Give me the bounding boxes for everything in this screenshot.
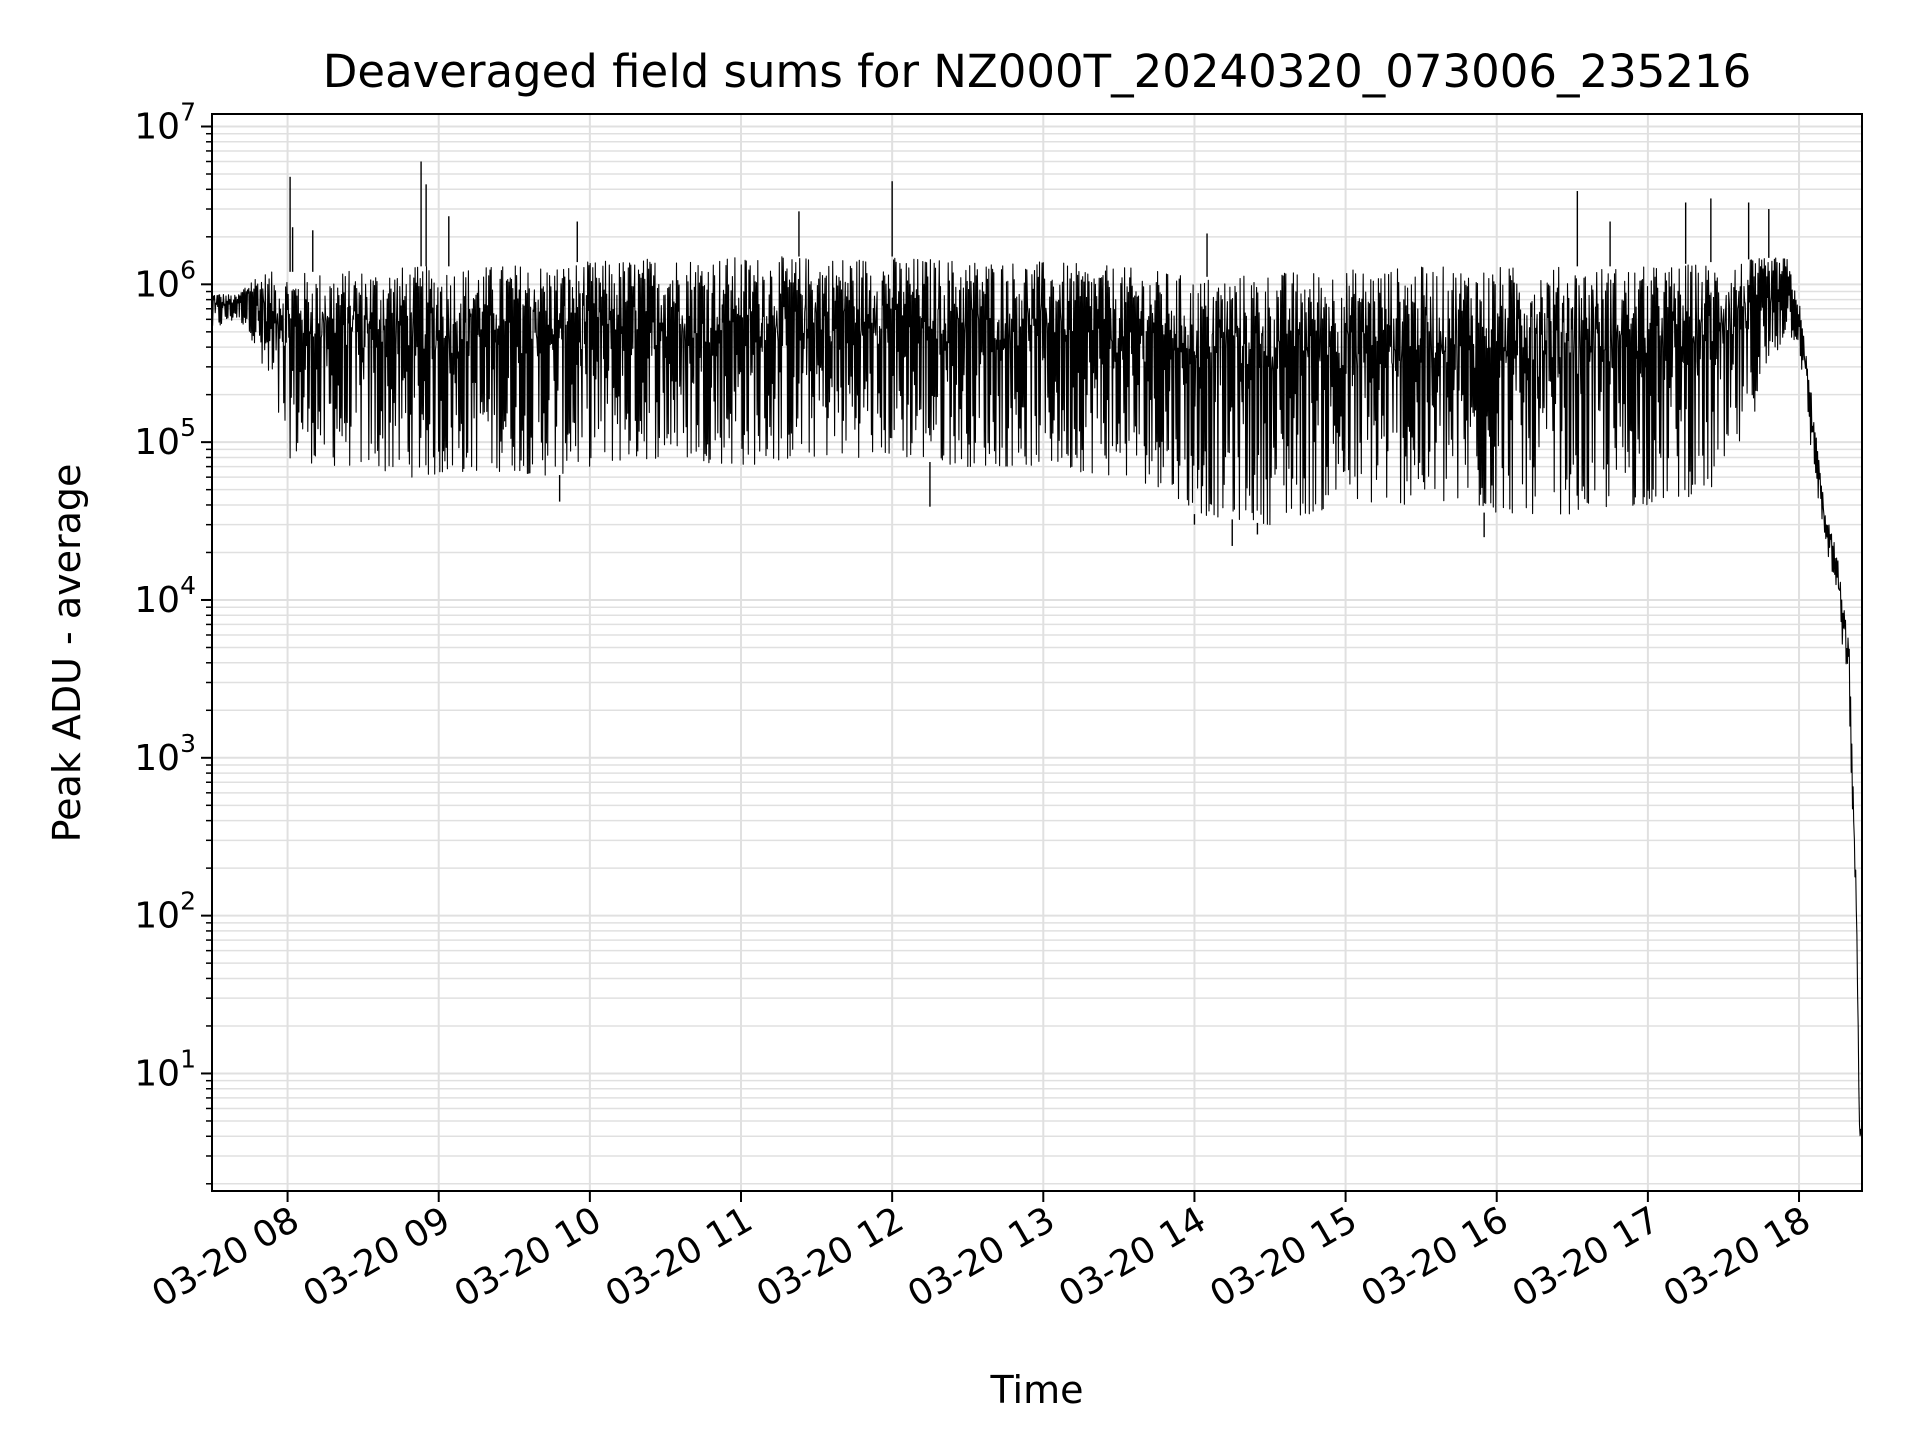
y-tick-exponent: 7 [180,97,196,126]
y-tick-label: 104 [134,571,196,621]
y-tick-base: 10 [134,1053,180,1094]
series-line [211,256,1863,1137]
chart-title: Deaveraged field sums for NZ000T_2024032… [323,45,1752,98]
y-tick-label: 105 [134,413,196,463]
y-tick-label: 101 [134,1044,196,1094]
series-layer [211,161,1863,1137]
y-tick-base: 10 [134,896,180,937]
x-axis-label: Time [990,1368,1084,1412]
y-tick-base: 10 [134,264,180,305]
y-tick-label: 103 [134,729,196,779]
y-axis-label: Peak ADU - average [45,464,89,843]
y-tick-exponent: 2 [180,887,196,916]
y-tick-exponent: 4 [180,571,196,600]
y-tick-base: 10 [134,106,180,147]
y-tick-label: 102 [134,887,196,937]
y-tick-base: 10 [134,738,180,779]
y-tick-exponent: 3 [180,729,196,758]
y-tick-exponent: 1 [180,1044,196,1073]
y-tick-exponent: 5 [180,413,196,442]
y-tick-label: 106 [134,255,196,305]
y-tick-base: 10 [134,422,180,463]
plot-frame [211,113,1863,1192]
y-tick-label: 107 [134,97,196,147]
y-tick-base: 10 [134,580,180,621]
y-tick-exponent: 6 [180,255,196,284]
